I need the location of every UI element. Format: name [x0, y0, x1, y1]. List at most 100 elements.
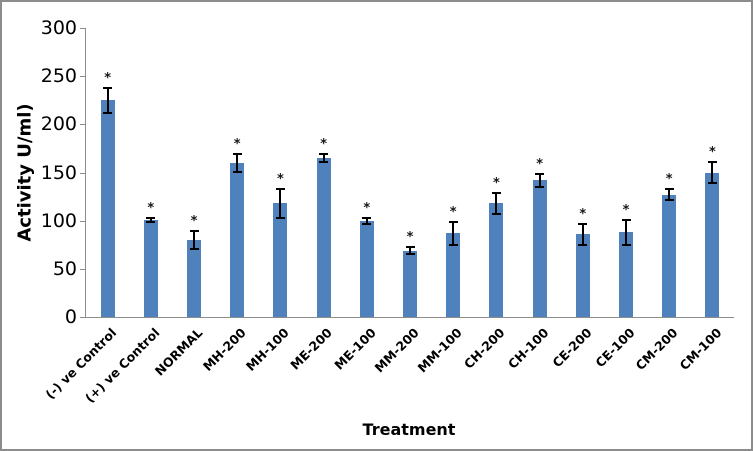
- error-bar-cap-bottom: [103, 111, 113, 114]
- error-bar: [362, 216, 372, 225]
- y-tick-label: 250: [40, 65, 77, 88]
- significance-marker: *: [276, 171, 284, 187]
- y-tick-label: 150: [40, 161, 77, 184]
- error-bar-line: [365, 216, 368, 225]
- bar-ce-100: [619, 232, 633, 317]
- significance-marker: *: [190, 214, 198, 230]
- error-bar-cap-top: [103, 86, 113, 89]
- x-category-label: CH-200: [461, 325, 509, 372]
- bar-mh-200: [230, 162, 245, 317]
- error-bar-line: [279, 187, 282, 219]
- significance-marker: *: [665, 171, 673, 187]
- significance-marker: *: [708, 144, 716, 160]
- significance-marker: *: [147, 200, 155, 216]
- x-category-label: ME-200: [287, 325, 336, 373]
- error-bar-cap-top: [535, 172, 545, 175]
- bar-cm-100: [705, 172, 720, 317]
- error-bar-line: [581, 222, 584, 246]
- bar-ch-100: [532, 180, 547, 317]
- x-category-label: CM-100: [675, 325, 725, 374]
- x-category-label: CE-200: [549, 325, 595, 371]
- error-bar: [275, 187, 285, 219]
- bar-mm-200: [403, 250, 417, 317]
- error-bar-cap-top: [319, 153, 329, 156]
- significance-marker: *: [233, 137, 241, 153]
- error-bar-line: [625, 218, 627, 246]
- bar-me-100: [359, 220, 374, 317]
- error-bar-cap-top: [621, 218, 631, 221]
- error-bar-line: [452, 220, 455, 246]
- error-bar-cap-top: [405, 245, 415, 248]
- x-category-label: (+) ve Control: [81, 325, 163, 406]
- bar-mm-100: [446, 233, 461, 317]
- y-axis-tick: [80, 124, 86, 126]
- error-bar-cap-top: [275, 187, 285, 190]
- significance-marker: *: [363, 200, 371, 216]
- error-bar-cap-top: [362, 216, 372, 219]
- y-tick-label: 200: [40, 113, 77, 136]
- error-bar-line: [106, 86, 109, 114]
- y-tick-label: 100: [40, 209, 77, 232]
- significance-marker: *: [536, 156, 543, 172]
- error-bar: [664, 187, 674, 202]
- error-bar-cap-bottom: [664, 199, 674, 202]
- bar--ve-control: [143, 219, 158, 317]
- x-category-label: MM-100: [414, 325, 465, 376]
- error-bar-cap-bottom: [232, 170, 242, 173]
- x-category-label: MH-200: [199, 325, 249, 374]
- x-category-label: CH-100: [504, 325, 552, 372]
- error-bar-cap-bottom: [146, 220, 156, 223]
- x-category-label: CM-200: [632, 325, 681, 374]
- bar-ce-200: [575, 234, 590, 317]
- y-axis-tick: [80, 317, 86, 318]
- error-bar: [707, 160, 717, 185]
- error-bar-cap-top: [146, 216, 156, 219]
- error-bar: [448, 220, 458, 246]
- significance-marker: *: [622, 202, 630, 218]
- x-category-label: CE-100: [592, 325, 638, 371]
- y-axis-tick: [80, 76, 86, 78]
- significance-marker: *: [406, 229, 414, 245]
- significance-marker: *: [104, 70, 111, 86]
- significance-marker: *: [579, 206, 587, 222]
- bar-cm-200: [662, 194, 677, 317]
- bar-ch-200: [489, 203, 504, 317]
- error-bar-line: [495, 191, 498, 215]
- error-bar-line: [538, 172, 541, 188]
- x-category-label: MM-200: [371, 325, 422, 376]
- error-bar-line: [409, 245, 411, 256]
- error-bar-cap-bottom: [491, 212, 501, 215]
- bar-mh-100: [273, 203, 288, 317]
- y-axis-tick: [80, 220, 86, 222]
- error-bar-line: [711, 160, 714, 185]
- error-bar-cap-top: [664, 187, 674, 190]
- error-bar-line: [322, 153, 325, 163]
- error-bar-cap-bottom: [405, 253, 415, 256]
- error-bar-line: [668, 187, 671, 202]
- significance-marker: *: [320, 137, 327, 153]
- error-bar-cap-bottom: [319, 160, 329, 163]
- error-bar-line: [193, 230, 195, 250]
- error-bar: [103, 86, 113, 114]
- plot-area: * * * * * * * * * * * * * * *: [85, 28, 734, 318]
- significance-marker: *: [449, 204, 457, 220]
- error-bar: [189, 230, 199, 250]
- error-bar-cap-bottom: [578, 243, 588, 246]
- y-axis-tick: [80, 172, 86, 174]
- error-bar-cap-bottom: [448, 243, 458, 246]
- error-bar: [319, 153, 329, 163]
- y-tick-label: 0: [64, 306, 77, 328]
- y-axis-tick: [80, 28, 86, 29]
- error-bar-cap-top: [448, 220, 458, 223]
- error-bar-cap-bottom: [535, 185, 545, 188]
- error-bar-cap-top: [491, 191, 501, 194]
- error-bar-cap-top: [232, 153, 242, 156]
- error-bar: [491, 191, 501, 215]
- error-bar: [621, 218, 631, 246]
- error-bar: [232, 153, 242, 173]
- error-bar-cap-bottom: [275, 216, 285, 219]
- y-axis-tick: [80, 268, 86, 270]
- error-bar-cap-bottom: [362, 222, 372, 225]
- y-tick-label: 300: [40, 17, 77, 39]
